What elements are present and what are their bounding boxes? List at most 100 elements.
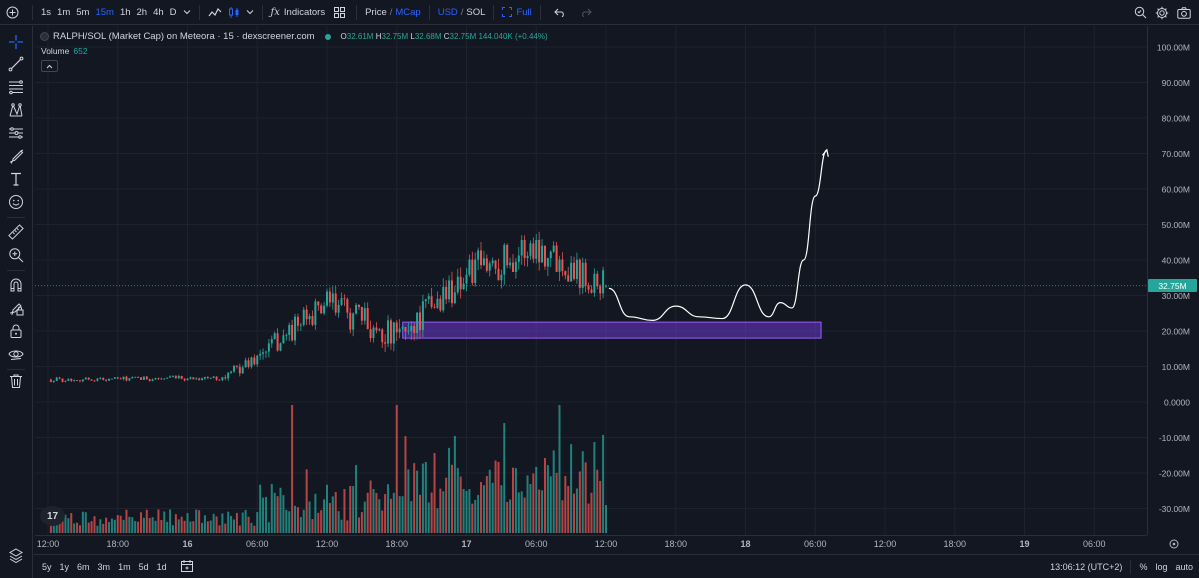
- volume-bar: [209, 520, 212, 533]
- candle-body: [543, 245, 546, 267]
- magnet-icon[interactable]: [6, 275, 26, 295]
- interval-4h[interactable]: 4h: [153, 6, 164, 18]
- interval-chevron-down-icon[interactable]: [180, 0, 194, 25]
- range-6m[interactable]: 6m: [77, 561, 90, 572]
- range-5y[interactable]: 5y: [42, 561, 52, 572]
- volume-bar: [166, 521, 169, 533]
- goto-date-icon[interactable]: [171, 559, 197, 574]
- candle-body: [110, 378, 113, 380]
- redo-icon[interactable]: [574, 0, 598, 25]
- candle-body: [76, 380, 79, 381]
- toolbar-divider: [7, 270, 25, 271]
- camera-icon[interactable]: [1177, 6, 1191, 19]
- volume-bar: [215, 516, 218, 533]
- volume-bar: [453, 435, 456, 533]
- text-icon[interactable]: [6, 169, 26, 189]
- pattern-icon[interactable]: [6, 100, 26, 120]
- volume-bar: [323, 499, 326, 533]
- volume-bar: [64, 514, 67, 533]
- currency-toggle[interactable]: USD / SOL: [435, 0, 489, 25]
- trash-icon[interactable]: [6, 371, 26, 391]
- candle-body: [90, 379, 93, 381]
- interval-2h[interactable]: 2h: [136, 6, 148, 18]
- volume-bar: [171, 525, 174, 533]
- lock-icon[interactable]: [6, 321, 26, 341]
- divider: [428, 4, 430, 20]
- volume-bar: [134, 521, 137, 533]
- log-toggle[interactable]: log: [1155, 562, 1168, 572]
- fib-icon[interactable]: [6, 77, 26, 97]
- object-tree-layers-icon[interactable]: [6, 545, 26, 565]
- undo-icon[interactable]: [546, 0, 574, 25]
- collapse-legend-button[interactable]: [41, 60, 58, 72]
- chart-type-chevron-down-icon[interactable]: [243, 0, 257, 25]
- percent-toggle[interactable]: %: [1139, 562, 1148, 572]
- candles-chart-type-icon[interactable]: [225, 0, 243, 25]
- interval-5m[interactable]: 5m: [76, 6, 90, 18]
- volume-bar: [311, 519, 314, 533]
- volume-bar: [363, 501, 366, 533]
- interval-15m[interactable]: 15m: [95, 6, 114, 18]
- templates-grid-icon[interactable]: [328, 0, 351, 25]
- candle-body: [488, 263, 491, 271]
- volume-bar: [148, 518, 151, 533]
- volume-bar: [526, 475, 529, 533]
- emoji-icon[interactable]: [6, 192, 26, 212]
- forecast-drawing[interactable]: [608, 148, 829, 321]
- interval-1s[interactable]: 1s: [41, 6, 52, 18]
- auto-toggle[interactable]: auto: [1175, 562, 1193, 572]
- add-symbol-icon[interactable]: [0, 0, 27, 25]
- lock-drawings-icon[interactable]: [6, 298, 26, 318]
- volume-bar: [535, 466, 538, 533]
- volume-bar: [456, 468, 459, 533]
- volume-bar: [575, 488, 578, 533]
- indicators-button[interactable]: ƒx Indicators: [268, 0, 329, 25]
- volume-bar: [160, 520, 163, 533]
- volume-bar: [369, 480, 372, 533]
- range-3m[interactable]: 3m: [97, 561, 111, 572]
- time-axis-settings-icon[interactable]: [1169, 539, 1179, 549]
- range-5d[interactable]: 5d: [138, 561, 149, 572]
- time-tick-label: 18:00: [943, 539, 966, 549]
- volume-bar: [113, 519, 116, 533]
- tradingview-logo[interactable]: 17: [40, 506, 65, 526]
- price-tick-label: 80.00M: [1162, 114, 1190, 124]
- forecast-path-line[interactable]: [608, 149, 828, 321]
- volume-bar: [343, 489, 346, 533]
- full-button[interactable]: Full: [499, 0, 534, 25]
- crosshair-icon[interactable]: [6, 32, 26, 52]
- interval-1h[interactable]: 1h: [119, 6, 131, 18]
- volume-bar: [561, 500, 564, 533]
- interval-d[interactable]: D: [169, 6, 177, 18]
- ruler-icon[interactable]: [6, 222, 26, 242]
- zoom-icon[interactable]: [6, 245, 26, 265]
- forecast-icon[interactable]: [6, 123, 26, 143]
- range-1y[interactable]: 1y: [59, 561, 70, 572]
- brush-icon[interactable]: [6, 146, 26, 166]
- range-1m[interactable]: 1m: [118, 561, 131, 572]
- candle-body: [195, 378, 198, 380]
- volume-bar: [587, 503, 590, 533]
- volume-bar: [110, 518, 113, 533]
- candle-body: [215, 376, 218, 380]
- volume-bar: [189, 521, 192, 533]
- price-tick-label: 90.00M: [1162, 78, 1190, 88]
- candle-body: [366, 308, 369, 330]
- support-zone-rectangle[interactable]: [402, 321, 822, 339]
- volume-bar: [317, 512, 320, 533]
- range-1d[interactable]: 1d: [156, 561, 167, 572]
- candle-body: [189, 377, 192, 379]
- divider: [32, 4, 33, 20]
- volume-bar: [407, 469, 410, 533]
- interval-1m[interactable]: 1m: [57, 6, 71, 18]
- eye-icon[interactable]: [6, 344, 26, 364]
- settings-gear-icon[interactable]: [1155, 6, 1169, 20]
- price-mcap-toggle[interactable]: Price / MCap: [362, 0, 424, 25]
- candle-body: [299, 324, 302, 326]
- quick-search-icon[interactable]: [1134, 6, 1147, 19]
- candle-body: [500, 274, 503, 281]
- full-label: Full: [516, 6, 532, 18]
- line-chart-type-icon[interactable]: [205, 0, 225, 25]
- trendline-icon[interactable]: [6, 54, 26, 74]
